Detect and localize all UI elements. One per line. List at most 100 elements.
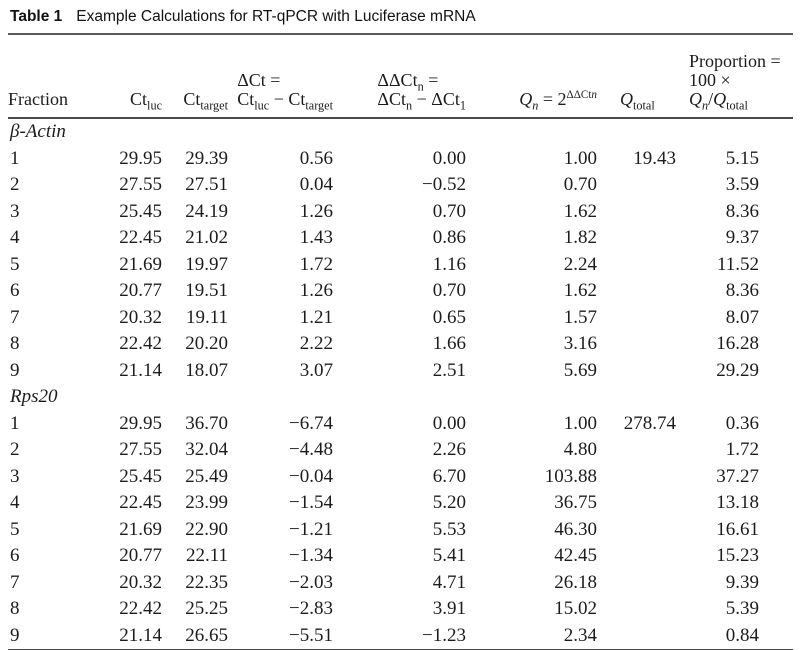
cell: 0.65: [432, 306, 466, 328]
cell: 0.86: [432, 227, 466, 248]
cell: −2.83: [289, 598, 333, 619]
table-number-label: Table 1: [10, 8, 63, 25]
cell: 5.15: [725, 147, 759, 169]
cell: −1.54: [289, 492, 333, 513]
cell: 32.04: [185, 439, 228, 460]
table-row: 6 20.77 19.51 1.26 0.70 1.62 8.36: [8, 278, 793, 305]
cell: [597, 305, 676, 332]
cell: 8: [10, 598, 20, 619]
cell: −1.34: [289, 545, 333, 566]
cell: 8.36: [725, 280, 759, 301]
cell: [597, 252, 676, 279]
section-label: β-Actin: [10, 121, 66, 142]
cell: 42.45: [554, 545, 597, 566]
cell: 21.02: [185, 227, 228, 248]
table-header: Fraction Ctluc Cttarget ΔCt = Ctluc − Ct…: [8, 35, 793, 119]
table-row: 7 20.32 19.11 1.21 0.65 1.57 8.07: [8, 305, 793, 332]
cell: −5.51: [289, 624, 333, 646]
cell: 2.24: [563, 253, 597, 275]
cell: 1: [10, 147, 20, 169]
cell: 0.04: [299, 174, 333, 195]
cell: 1.16: [432, 253, 466, 275]
cell: 1.72: [725, 439, 759, 460]
cell: 9.39: [725, 571, 759, 593]
cell: [597, 517, 676, 544]
cell: 37.27: [716, 465, 759, 487]
cell: 20.77: [119, 545, 162, 566]
cell: 21.69: [119, 518, 162, 540]
cell: 8: [10, 333, 20, 354]
cell: 23.99: [185, 492, 228, 513]
cell: 4: [10, 227, 20, 248]
cell: [597, 331, 676, 358]
cell: [597, 437, 676, 464]
cell: 16.28: [716, 333, 759, 354]
table-title: Table 1 Example Calculations for RT-qPCR …: [8, 0, 793, 35]
cell: 5.20: [432, 492, 466, 513]
cell: 19.43: [633, 147, 676, 169]
cell: 6.70: [432, 465, 466, 487]
cell: 0.00: [432, 147, 466, 169]
cell: −4.48: [289, 439, 333, 460]
cell: [597, 358, 676, 385]
cell: 1.72: [299, 253, 333, 275]
table-row: 4 22.45 23.99 −1.54 5.20 36.75 13.18: [8, 490, 793, 517]
cell: 27.55: [119, 174, 162, 195]
table-row: 4 22.45 21.02 1.43 0.86 1.82 9.37: [8, 225, 793, 252]
cell: 22.45: [119, 227, 162, 248]
cell: 25.45: [119, 200, 162, 222]
table-caption: Example Calculations for RT-qPCR with Lu…: [76, 8, 476, 25]
cell: 7: [10, 571, 20, 593]
cell: 5.53: [432, 518, 466, 540]
cell: 2: [10, 174, 20, 195]
cell: 21.14: [119, 624, 162, 646]
cell: −0.52: [422, 174, 466, 195]
cell: [597, 543, 676, 570]
cell: [597, 199, 676, 226]
table-row: 6 20.77 22.11 −1.34 5.41 42.45 15.23: [8, 543, 793, 570]
cell: 22.45: [119, 492, 162, 513]
cell: 27.51: [185, 174, 228, 195]
cell: 19.51: [185, 280, 228, 301]
cell: 29.95: [119, 147, 162, 169]
cell: 1.26: [299, 280, 333, 301]
cell: −0.04: [289, 465, 333, 487]
column-header-ct-luc: Ctluc: [100, 35, 162, 119]
cell: 9: [10, 624, 20, 646]
cell: −6.74: [289, 412, 333, 434]
table-row: 5 21.69 22.90 −1.21 5.53 46.30 16.61: [8, 517, 793, 544]
cell: 4: [10, 492, 20, 513]
cell: 20.32: [119, 571, 162, 593]
table-row: 1 29.95 36.70 −6.74 0.00 1.00 278.74 0.36: [8, 411, 793, 438]
cell: 21.14: [119, 359, 162, 381]
cell: 6: [10, 545, 20, 566]
table-row: 9 21.14 26.65 −5.51 −1.23 2.34 0.84: [8, 623, 793, 650]
cell: 1.26: [299, 200, 333, 222]
cell: 0.84: [725, 624, 759, 646]
cell: 5.39: [725, 598, 759, 619]
cell: 29.29: [716, 359, 759, 381]
column-header-delta-ct: ΔCt = Ctluc − Cttarget: [228, 35, 333, 119]
column-header-ct-target: Cttarget: [162, 35, 228, 119]
cell: 1.62: [563, 280, 597, 301]
cell: 7: [10, 306, 20, 328]
cell: 4.71: [432, 571, 466, 593]
cell: 3.91: [432, 598, 466, 619]
cell: 9.37: [725, 227, 759, 248]
cell: 8.07: [725, 306, 759, 328]
cell: 1.43: [299, 227, 333, 248]
cell: 9: [10, 359, 20, 381]
column-header-delta-delta-ct: ΔΔCtn = ΔCtn − ΔCt1: [333, 35, 466, 119]
cell: 29.39: [185, 147, 228, 169]
cell: 4.80: [563, 439, 597, 460]
cell: −1.21: [289, 518, 333, 540]
cell: [597, 490, 676, 517]
table-row: 2 27.55 32.04 −4.48 2.26 4.80 1.72: [8, 437, 793, 464]
cell: 22.35: [185, 571, 228, 593]
cell: 21.69: [119, 253, 162, 275]
cell: [597, 172, 676, 199]
cell: 6: [10, 280, 20, 301]
cell: 22.11: [185, 545, 228, 566]
cell: 3: [10, 200, 20, 222]
